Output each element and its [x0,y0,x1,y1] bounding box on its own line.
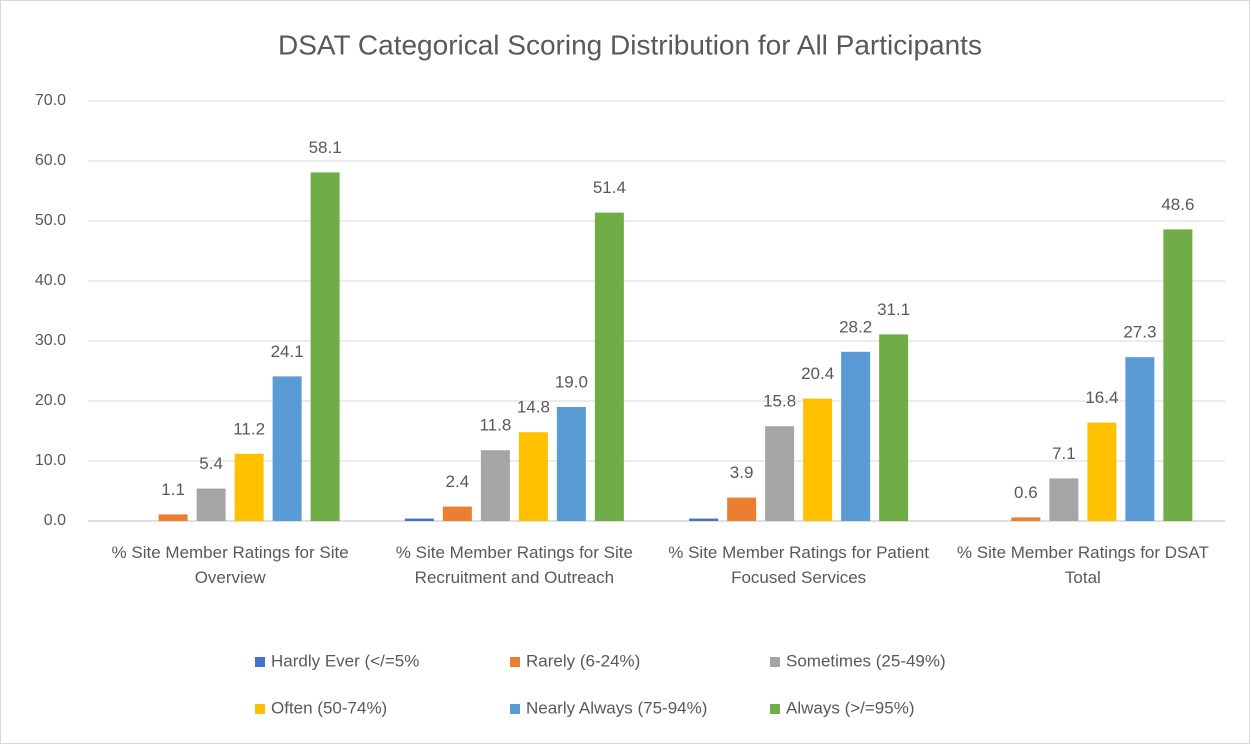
data-label: 19.0 [555,372,588,391]
x-tick-label: % Site Member Ratings for Patient Focuse… [668,543,930,587]
data-label: 11.8 [479,416,511,435]
data-label: 51.4 [593,178,626,197]
data-label: 11.2 [233,419,265,438]
legend-swatch [510,657,520,667]
legend-label: Hardly Ever (</=5% [271,651,419,670]
y-tick-label: 50.0 [35,212,66,229]
data-label: 24.1 [271,342,304,361]
y-tick-label: 0.0 [44,512,66,529]
y-tick-label: 40.0 [35,272,66,289]
bar [1049,478,1079,521]
x-tick-label: % Site Member Ratings for DSAT Total [956,543,1209,587]
legend-swatch [255,704,265,714]
data-label: 27.3 [1123,323,1156,342]
bar [234,453,264,521]
bar [272,376,302,521]
data-label: 14.8 [517,398,550,417]
data-label: 16.4 [1085,388,1118,407]
x-tick-label: % Site Member Ratings for Site Overview [111,543,349,587]
bar [442,506,472,521]
data-label: 3.9 [730,463,754,482]
y-tick-label: 70.0 [35,92,66,109]
bar [727,497,757,521]
legend-label: Always (>/=95%) [786,698,915,717]
data-label: 58.1 [309,138,342,157]
legend-swatch [770,704,780,714]
y-tick-label: 60.0 [35,152,66,169]
bar [1163,229,1193,521]
legend-swatch [770,657,780,667]
x-tick-label: % Site Member Ratings for Site Recruitme… [395,543,633,587]
y-tick-label: 20.0 [35,392,66,409]
bar [556,407,586,521]
legend-label: Sometimes (25-49%) [786,651,946,670]
data-label: 31.1 [877,300,910,319]
bar [841,351,871,521]
chart-title: DSAT Categorical Scoring Distribution fo… [278,29,982,60]
data-label: 1.1 [161,480,185,499]
y-tick-label: 30.0 [35,332,66,349]
data-label: 5.4 [199,454,223,473]
bar [765,426,795,521]
bar [879,334,909,521]
bar [1087,422,1117,521]
bar [518,432,548,521]
bar [310,172,340,521]
bar [1125,357,1155,521]
data-label: 0.6 [1014,483,1038,502]
bar [196,488,226,521]
legend-swatch [255,657,265,667]
bar [803,398,833,521]
legend-swatch [510,704,520,714]
data-label: 20.4 [801,364,834,383]
bar [480,450,510,521]
bar [404,518,434,521]
bar [689,518,719,521]
data-label: 7.1 [1052,444,1076,463]
data-label: 28.2 [839,317,872,336]
legend-label: Nearly Always (75-94%) [526,698,707,717]
bar [594,212,624,521]
data-label: 2.4 [446,472,470,491]
y-tick-label: 10.0 [35,452,66,469]
data-label: 15.8 [763,392,796,411]
legend-label: Often (50-74%) [271,698,387,717]
legend-label: Rarely (6-24%) [526,651,640,670]
bar [1011,517,1041,521]
data-label: 48.6 [1161,195,1194,214]
bar [158,514,188,521]
